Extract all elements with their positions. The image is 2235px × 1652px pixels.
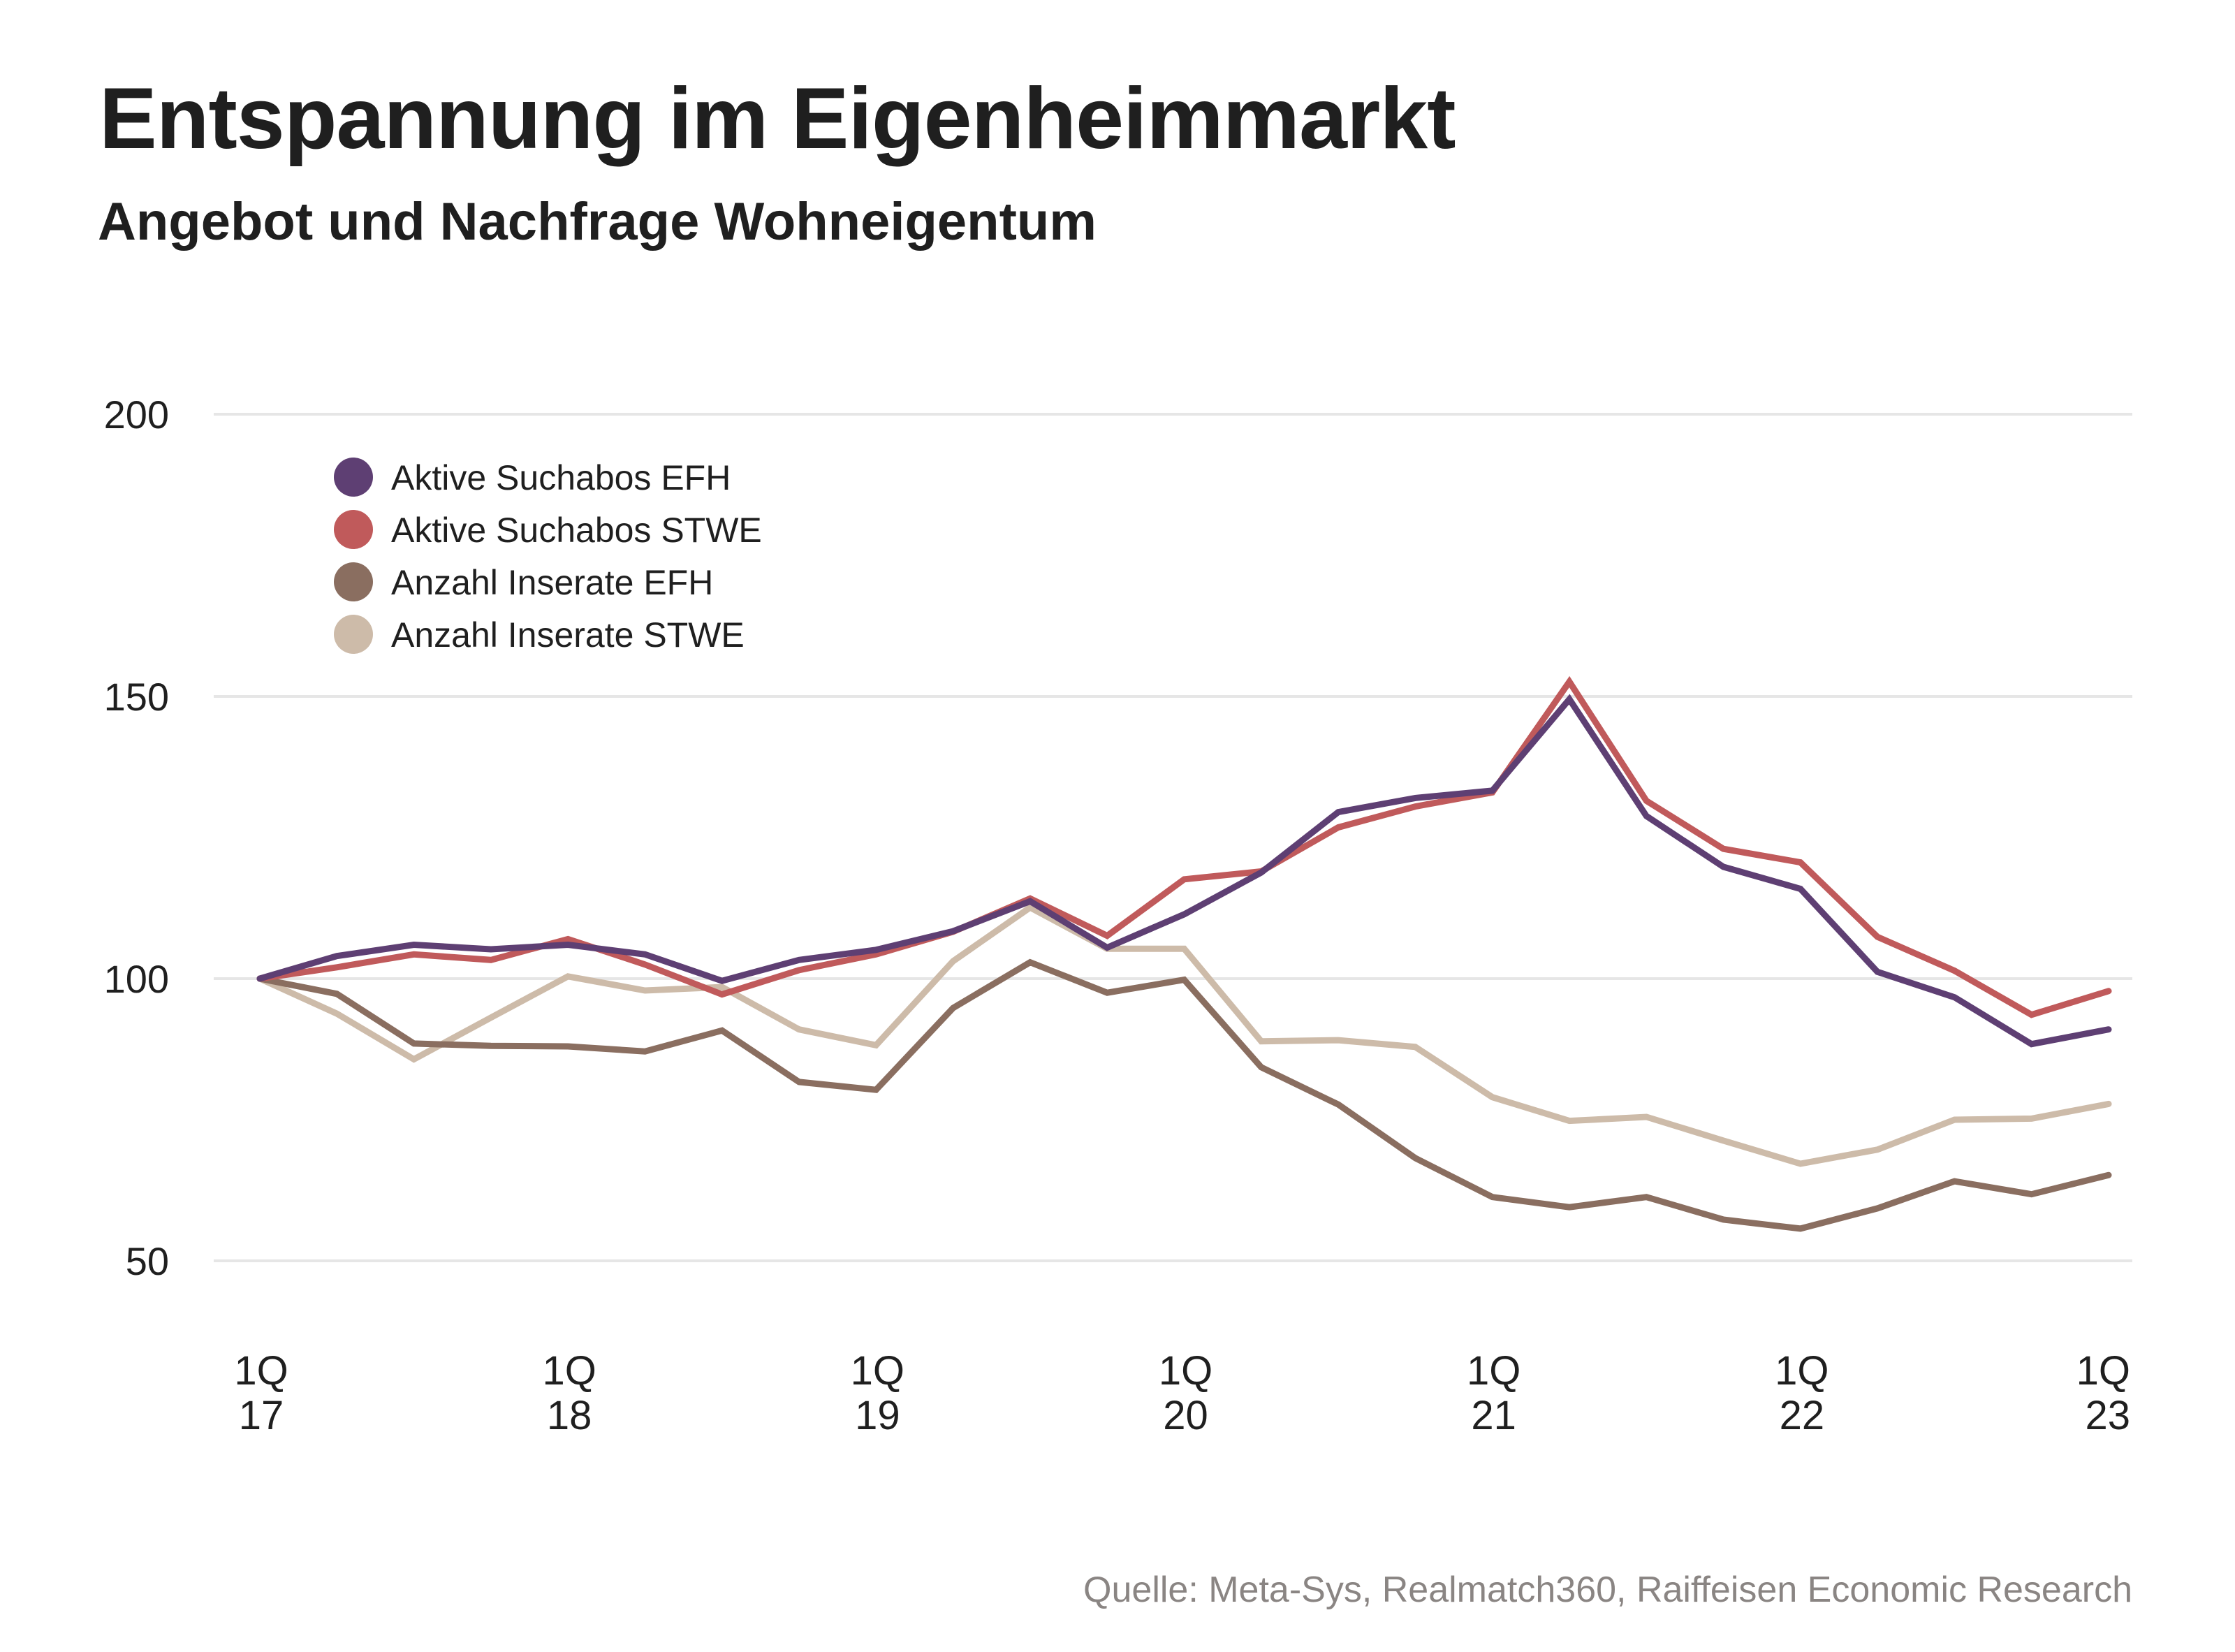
legend-label: Aktive Suchabos EFH	[391, 458, 731, 497]
x-tick-label-year: 20	[1163, 1393, 1208, 1438]
y-tick-label: 50	[126, 1239, 169, 1283]
x-tick-label-quarter: 1Q	[2076, 1348, 2130, 1394]
x-tick-label-year: 18	[547, 1393, 592, 1438]
legend-label: Aktive Suchabos STWE	[391, 511, 762, 550]
x-tick-label-year: 23	[2085, 1393, 2130, 1438]
chart-title: Entspannung im Eigenheimmarkt	[99, 71, 1456, 167]
legend: Aktive Suchabos EFH Aktive Suchabos STWE A…	[334, 458, 762, 655]
source-note: Quelle: Meta-Sys, Realmatch360, Raiffeis…	[1083, 1570, 2132, 1610]
y-axis-ticks: 200 150 100 50	[104, 393, 169, 1283]
y-tick-label: 100	[104, 957, 169, 1001]
x-tick-label-year: 22	[1780, 1393, 1825, 1438]
x-tick-label-year: 19	[855, 1393, 900, 1438]
x-tick-label-quarter: 1Q	[1775, 1348, 1829, 1394]
series-line-2	[256, 958, 2112, 1232]
legend-swatch	[334, 510, 373, 549]
series-lines	[256, 675, 2112, 1232]
legend-swatch	[334, 458, 373, 497]
series-line-1	[256, 675, 2112, 1018]
legend-swatch	[334, 615, 373, 654]
legend-label: Anzahl Inserate EFH	[391, 563, 713, 602]
x-tick-label-quarter: 1Q	[851, 1348, 904, 1394]
chart-subtitle: Angebot und Nachfrage Wohneigentum	[98, 192, 1097, 251]
y-tick-label: 200	[104, 393, 169, 437]
x-tick-label-year: 21	[1471, 1393, 1516, 1438]
x-tick-label-quarter: 1Q	[1467, 1348, 1520, 1394]
x-tick-label-quarter: 1Q	[234, 1348, 288, 1394]
x-tick-label-year: 17	[239, 1393, 284, 1438]
legend-swatch	[334, 562, 373, 601]
x-tick-label-quarter: 1Q	[1159, 1348, 1212, 1394]
x-tick-label-quarter: 1Q	[542, 1348, 596, 1394]
legend-label: Anzahl Inserate STWE	[391, 615, 745, 655]
y-tick-label: 150	[104, 675, 169, 719]
